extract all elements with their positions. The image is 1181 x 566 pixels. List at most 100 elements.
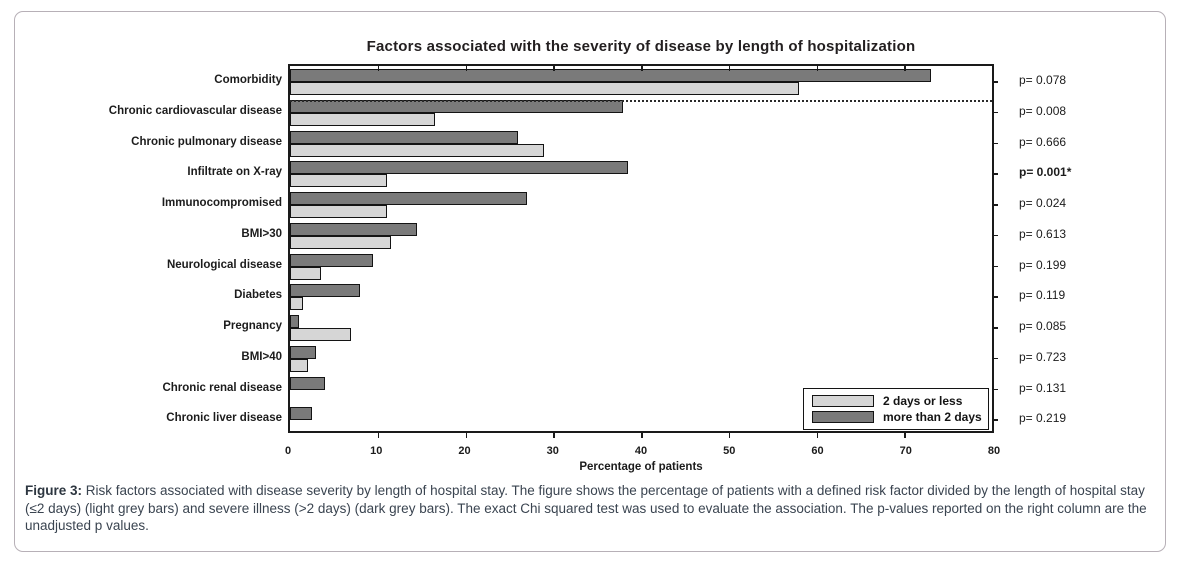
bar-group-bmi-40 <box>290 345 992 372</box>
p-value-label-diabetes: p= 0.119 <box>1019 288 1066 303</box>
y-tick-right <box>992 204 998 206</box>
x-tick-bottom-50 <box>728 433 731 438</box>
plot-area: 2 days or less more than 2 days <box>288 64 998 438</box>
x-tick-top-10 <box>377 66 380 71</box>
y-tick-right <box>992 327 998 329</box>
category-label-immunocompromised: Immunocompromised <box>161 197 282 209</box>
bar-group-bmi-30 <box>290 222 992 249</box>
x-tick-top-50 <box>728 66 731 71</box>
category-label-infiltrate-on-x-ray: Infiltrate on X-ray <box>187 166 282 179</box>
y-tick-right <box>992 111 998 114</box>
x-tick-label-20: 20 <box>458 445 471 457</box>
y-tick-right <box>992 419 998 421</box>
y-tick-right <box>992 265 998 267</box>
bar-bmi-30-more-than-2-days <box>290 222 418 236</box>
bar-diabetes-more-than-2-days <box>290 284 361 298</box>
x-tick-top-70 <box>904 66 906 71</box>
x-tick-bottom-40 <box>641 433 643 438</box>
bar-bmi-30-2-days-or-less <box>290 235 391 249</box>
bar-group-chronic-cardiovascular-disease <box>290 99 992 126</box>
legend-label-more-than-2-days: more than 2 days <box>883 410 982 424</box>
bar-group-chronic-renal-disease <box>290 376 992 390</box>
bar-pregnancy-2-days-or-less <box>290 328 352 341</box>
x-tick-label-70: 70 <box>899 445 912 457</box>
figure-caption-label: Figure 3: <box>25 483 83 498</box>
category-label-neurological-disease: Neurological disease <box>166 258 282 271</box>
legend-entry-2-days-or-less: 2 days or less <box>812 394 980 409</box>
bar-chronic-pulmonary-disease-2-days-or-less <box>290 143 545 157</box>
bar-infiltrate-on-x-ray-2-days-or-less <box>290 174 387 188</box>
bar-bmi-40-2-days-or-less <box>290 358 308 372</box>
p-value-label-neurological-disease: p= 0.199 <box>1019 257 1067 272</box>
legend-entry-more-than-2-days: more than 2 days <box>812 410 982 425</box>
p-value-label-bmi-40: p= 0.723 <box>1019 349 1067 364</box>
x-tick-label-0: 0 <box>284 445 292 457</box>
y-tick-right <box>992 81 998 83</box>
p-value-label-chronic-liver-disease: p= 0.219 <box>1019 411 1067 426</box>
x-tick-label-80: 80 <box>987 445 1001 457</box>
x-tick-label-60: 60 <box>811 445 824 457</box>
x-tick-label-30: 30 <box>546 445 559 457</box>
y-tick-right <box>992 296 998 298</box>
category-label-comorbidity: Comorbidity <box>214 74 282 86</box>
y-tick-right <box>992 234 998 237</box>
bar-group-immunocompromised <box>290 192 992 218</box>
chart-title: Factors associated with the severity of … <box>366 38 916 55</box>
category-label-bmi-30: BMI>30 <box>241 227 282 240</box>
bar-group-infiltrate-on-x-ray <box>290 161 992 188</box>
bar-group-diabetes <box>290 284 992 311</box>
bar-group-chronic-liver-disease <box>290 407 992 421</box>
category-label-chronic-liver-disease: Chronic liver disease <box>166 412 282 425</box>
y-tick-right <box>992 388 998 390</box>
bar-comorbidity-2-days-or-less <box>290 82 799 95</box>
x-tick-top-20 <box>465 66 467 71</box>
category-label-pregnancy: Pregnancy <box>223 320 282 332</box>
bar-chronic-liver-disease-more-than-2-days <box>290 407 312 421</box>
category-label-chronic-cardiovascular-disease: Chronic cardiovascular disease <box>108 104 282 117</box>
legend-swatch-more-than-2-days <box>812 411 874 423</box>
bar-chronic-renal-disease-more-than-2-days <box>290 376 326 390</box>
category-label-chronic-renal-disease: Chronic renal disease <box>162 381 282 394</box>
category-label-bmi-40: BMI>40 <box>241 350 282 363</box>
bar-chronic-pulmonary-disease-more-than-2-days <box>290 130 519 144</box>
figure-caption-text: Risk factors associated with disease sev… <box>25 483 1147 533</box>
figure-card: Factors associated with the severity of … <box>14 11 1166 552</box>
p-value-label-infiltrate-on-x-ray: p= 0.001* <box>1019 165 1072 180</box>
bar-group-chronic-pulmonary-disease <box>290 130 992 157</box>
p-value-label-bmi-30: p= 0.613 <box>1019 226 1067 241</box>
p-value-label-pregnancy: p= 0.085 <box>1019 319 1067 333</box>
x-tick-top-30 <box>553 66 555 71</box>
bar-comorbidity-more-than-2-days <box>290 69 931 82</box>
legend: 2 days or less more than 2 days <box>803 388 989 430</box>
category-label-chronic-pulmonary-disease: Chronic pulmonary disease <box>131 135 282 148</box>
x-tick-bottom-60 <box>816 433 818 438</box>
bar-immunocompromised-more-than-2-days <box>290 192 527 205</box>
dotted-separator <box>290 99 992 102</box>
p-value-label-chronic-renal-disease: p= 0.131 <box>1019 380 1067 395</box>
x-tick-bottom-10 <box>377 433 380 438</box>
x-tick-top-40 <box>641 66 643 71</box>
bar-pregnancy-more-than-2-days <box>290 315 299 328</box>
bar-group-neurological-disease <box>290 253 992 280</box>
bar-bmi-40-more-than-2-days <box>290 345 317 359</box>
y-tick-right <box>992 173 998 175</box>
p-value-label-immunocompromised: p= 0.024 <box>1019 196 1067 210</box>
x-tick-bottom-70 <box>904 433 906 438</box>
bar-neurological-disease-more-than-2-days <box>290 253 374 267</box>
bar-immunocompromised-2-days-or-less <box>290 205 387 218</box>
y-tick-right <box>992 142 998 144</box>
p-value-label-comorbidity: p= 0.078 <box>1019 73 1067 87</box>
p-value-label-chronic-pulmonary-disease: p= 0.666 <box>1019 134 1067 149</box>
bar-group-pregnancy <box>290 315 992 341</box>
legend-label-2-days-or-less: 2 days or less <box>883 394 963 408</box>
x-axis-label: Percentage of patients <box>579 461 703 473</box>
x-tick-label-10: 10 <box>370 445 383 457</box>
bar-group-comorbidity <box>290 69 992 95</box>
legend-swatch-2-days-or-less <box>812 395 874 407</box>
y-tick-right <box>992 357 998 360</box>
x-tick-bottom-30 <box>553 433 555 438</box>
x-tick-label-50: 50 <box>723 445 736 457</box>
bar-chronic-cardiovascular-disease-2-days-or-less <box>290 112 435 126</box>
x-tick-bottom-20 <box>465 433 467 438</box>
bar-neurological-disease-2-days-or-less <box>290 266 321 280</box>
